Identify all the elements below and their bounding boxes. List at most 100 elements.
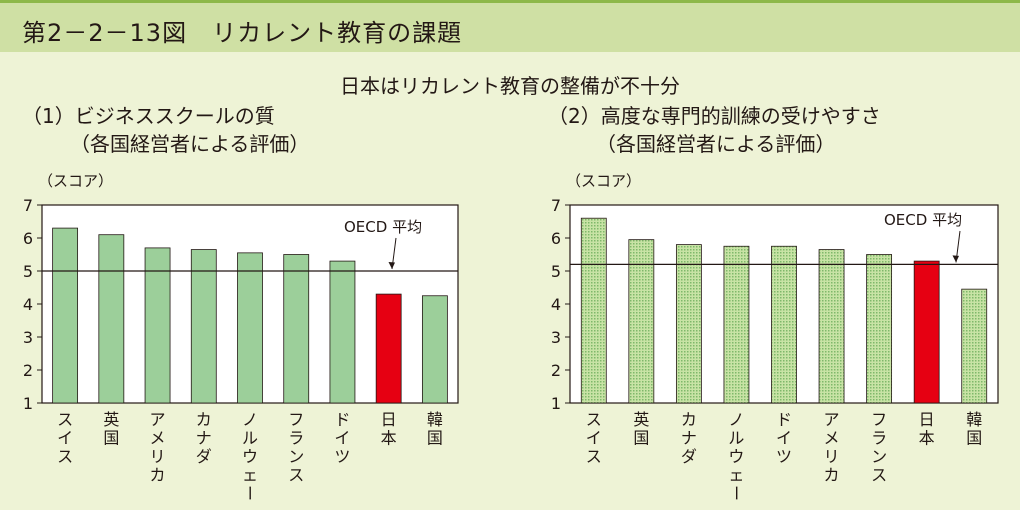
chart2-category-label: ド xyxy=(776,410,792,429)
chart2-bar xyxy=(818,249,845,404)
chart2-title-line1: （2）高度な専門的訓練の受けやすさ xyxy=(548,104,881,128)
chart1-category-label: カ xyxy=(196,410,212,429)
chart1-category-label: ン xyxy=(288,447,304,466)
chart2-bar xyxy=(913,260,940,404)
chart1-category-label: リ xyxy=(150,447,166,466)
chart1-category-label: ス xyxy=(288,466,304,485)
chart2-category-label: ラ xyxy=(871,429,887,448)
chart2-title-line2: （各国経営者による評価） xyxy=(596,132,836,156)
figure-subtitle: 日本はリカレント教育の整備が不十分 xyxy=(340,74,680,98)
chart1-category-label: 英 xyxy=(103,410,119,429)
chart1-ytick-label: 7 xyxy=(23,196,33,215)
chart1-title-line1: （1）ビジネススクールの質 xyxy=(22,104,275,128)
figure-header: 第2－2－13図 リカレント教育の課題 xyxy=(0,0,1020,52)
chart2-category-label: イ xyxy=(776,429,792,448)
chart1-bar xyxy=(421,295,448,404)
chart2-category-label: ノ xyxy=(728,410,744,429)
chart2-category-label: フ xyxy=(871,410,887,429)
chart1-ytick-label: 5 xyxy=(23,262,33,281)
chart2-ytick-label: 3 xyxy=(551,328,561,347)
chart1-category-label: イ xyxy=(334,429,350,448)
chart2-category-label: カ xyxy=(824,466,840,485)
chart2-category-label: ル xyxy=(728,429,744,448)
chart1-category-label: ェ xyxy=(242,466,258,485)
chart1-category-label: 国 xyxy=(427,429,443,448)
chart2-category-label: ス xyxy=(871,466,887,485)
chart2-bar xyxy=(628,239,655,404)
chart2-ytick-label: 5 xyxy=(551,262,561,281)
chart1-bar xyxy=(329,260,356,404)
chart2-oecd-average-label: OECD 平均 xyxy=(884,211,962,229)
chart1-ylabel: （スコア） xyxy=(38,172,113,190)
chart1-category-label: ウ xyxy=(242,447,258,466)
chart1-bar xyxy=(52,227,79,404)
chart1-bar xyxy=(237,252,263,404)
chart2-category-label: メ xyxy=(824,429,840,448)
chart1-category-label: ド xyxy=(334,410,350,429)
chart1-category-label: 本 xyxy=(381,429,397,448)
chart2-category-label: イ xyxy=(586,429,602,448)
chart2-category-label: ン xyxy=(871,447,887,466)
chart1-oecd-average-label: OECD 平均 xyxy=(344,218,422,236)
chart1-ytick-label: 1 xyxy=(23,394,33,413)
chart1-category-label: 韓 xyxy=(427,410,443,429)
chart1-category-label: ツ xyxy=(334,447,350,466)
chart1-ytick-label: 2 xyxy=(23,361,33,380)
chart2-ytick-label: 6 xyxy=(551,229,561,248)
chart2-category-label: ス xyxy=(586,410,602,429)
chart1-oecd-arrowhead xyxy=(388,262,395,269)
chart1-category-label: イ xyxy=(57,429,73,448)
chart2-ylabel: （スコア） xyxy=(566,172,641,190)
chart1-category-label: ル xyxy=(242,429,258,448)
chart1-title-line2: （各国経営者による評価） xyxy=(70,132,310,156)
chart1-category-label: 日 xyxy=(381,410,397,429)
chart2-ytick-label: 2 xyxy=(551,361,561,380)
chart2-category-label: 韓 xyxy=(966,410,982,429)
chart1-category-label: ダ xyxy=(196,447,212,466)
chart1-category-label: 国 xyxy=(103,429,119,448)
chart1-bar xyxy=(375,293,402,404)
chart1-category-label: ア xyxy=(150,410,166,429)
chart1-category-label: ノ xyxy=(242,410,258,429)
chart2-category-label: 国 xyxy=(633,429,649,448)
chart2-category-label: ェ xyxy=(728,466,744,485)
chart1-category-label: メ xyxy=(150,429,166,448)
chart1-ytick-label: 3 xyxy=(23,328,33,347)
chart2-bar xyxy=(723,245,750,404)
chart2-category-label: ツ xyxy=(776,447,792,466)
chart2-title: （2）高度な専門的訓練の受けやすさ （各国経営者による評価） xyxy=(548,102,881,158)
chart2-category-label: ナ xyxy=(681,429,697,448)
chart1-category-label: ナ xyxy=(196,429,212,448)
chart1-bar xyxy=(144,247,171,404)
chart2-category-label: 本 xyxy=(919,429,935,448)
chart2-category-label: ダ xyxy=(681,447,697,466)
chart2-category-label: 英 xyxy=(633,410,649,429)
chart1-category-label: フ xyxy=(288,410,304,429)
chart1-category-label: ス xyxy=(57,410,73,429)
chart2-category-label: 日 xyxy=(919,410,935,429)
chart1-bar xyxy=(283,254,310,404)
chart2-category-label: 国 xyxy=(966,429,982,448)
chart2-category-label: リ xyxy=(824,447,840,466)
chart1-category-label: ラ xyxy=(288,429,304,448)
figure-title: 第2－2－13図 リカレント教育の課題 xyxy=(22,19,463,47)
chart1-category-label: カ xyxy=(150,466,166,485)
chart2-ytick-label: 7 xyxy=(551,196,561,215)
chart2-bar xyxy=(675,244,702,404)
chart2-bar xyxy=(580,217,607,404)
chart2-oecd-arrowhead xyxy=(952,255,959,263)
chart1-title: （1）ビジネススクールの質 （各国経営者による評価） xyxy=(22,102,309,158)
chart1-category-label: ー xyxy=(240,485,259,501)
chart1-ytick-label: 6 xyxy=(23,229,33,248)
chart2-ytick-label: 4 xyxy=(551,295,561,314)
chart2-bar xyxy=(771,245,797,404)
chart2-ytick-label: 1 xyxy=(551,394,561,413)
chart2-category-label: ウ xyxy=(728,447,744,466)
chart2-bar xyxy=(961,288,988,404)
chart1-ytick-label: 4 xyxy=(23,295,33,314)
chart2-category-label: カ xyxy=(681,410,697,429)
chart2-category-label: ー xyxy=(726,485,745,501)
chart1-bar xyxy=(98,234,125,404)
chart2-bar xyxy=(866,254,893,404)
